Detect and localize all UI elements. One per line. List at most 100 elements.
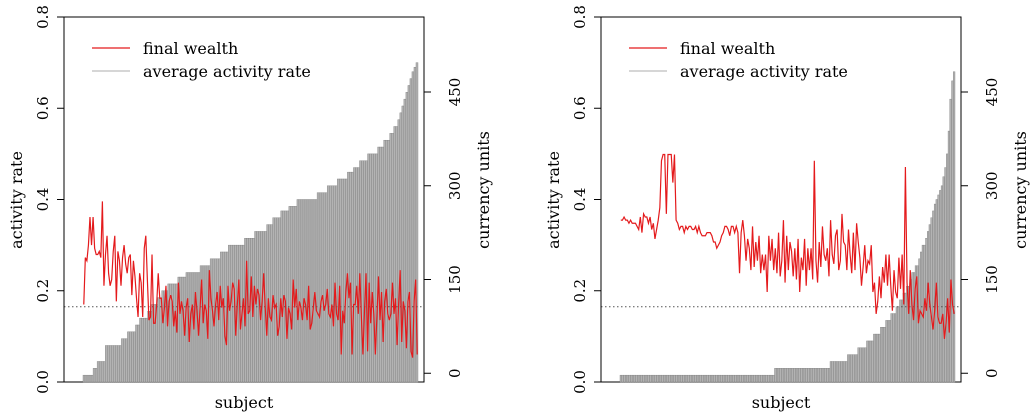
- bar: [322, 192, 326, 383]
- bar: [276, 217, 279, 383]
- bar: [743, 374, 746, 383]
- bar: [286, 210, 290, 383]
- bar: [864, 347, 867, 383]
- bar: [821, 368, 824, 383]
- legend-label-final-wealth: final wealth: [143, 39, 238, 58]
- bar: [737, 374, 740, 383]
- bar: [355, 167, 358, 383]
- bar: [389, 133, 392, 383]
- final-wealth-line: [83, 201, 418, 358]
- bar: [881, 327, 885, 383]
- bar: [845, 361, 848, 383]
- bar: [749, 374, 753, 383]
- bar: [377, 146, 380, 383]
- bar: [895, 306, 898, 383]
- bar: [930, 217, 933, 383]
- bar: [784, 368, 787, 383]
- right-tick-label: 150: [446, 265, 464, 294]
- bar: [694, 374, 697, 383]
- bar: [654, 374, 657, 383]
- bar: [649, 374, 652, 383]
- bar: [326, 185, 330, 383]
- bar: [625, 374, 628, 383]
- bar: [94, 368, 98, 383]
- bar: [793, 368, 796, 383]
- right-tick-label: 0: [446, 368, 464, 378]
- bar: [102, 361, 106, 383]
- bar: [751, 374, 754, 383]
- bar: [873, 333, 876, 383]
- bar: [318, 192, 322, 383]
- bar: [826, 368, 829, 383]
- bar: [104, 345, 108, 383]
- bar: [812, 368, 815, 383]
- bar: [133, 331, 136, 383]
- bar: [828, 368, 831, 383]
- bar: [149, 311, 152, 383]
- bar: [847, 354, 850, 383]
- bar: [626, 374, 629, 383]
- bar: [885, 320, 888, 383]
- bar: [274, 217, 277, 383]
- bar: [369, 153, 372, 383]
- bar: [82, 374, 86, 383]
- bar: [803, 368, 806, 383]
- bar: [859, 347, 862, 383]
- bar: [680, 374, 683, 383]
- bar: [678, 374, 681, 383]
- bar: [701, 374, 704, 383]
- bar: [897, 306, 900, 383]
- bar: [656, 374, 659, 383]
- bar: [788, 368, 791, 383]
- bar: [871, 340, 874, 383]
- bar: [288, 206, 292, 383]
- bar: [185, 272, 189, 383]
- left-tick-label: 0.6: [571, 96, 589, 120]
- bar: [942, 176, 945, 383]
- bar: [220, 251, 223, 383]
- final-wealth-line: [620, 153, 955, 339]
- bar: [809, 368, 812, 383]
- bar: [852, 354, 855, 383]
- left-tick-label: 0.4: [34, 188, 52, 212]
- bar: [833, 361, 836, 383]
- bar: [630, 374, 633, 383]
- left-tick-label: 0.2: [571, 279, 589, 303]
- bar: [302, 199, 306, 383]
- bar: [807, 368, 810, 383]
- bar: [677, 374, 680, 383]
- bar: [888, 320, 891, 383]
- right-tick-label: 150: [983, 265, 1001, 294]
- right-tick-label: 300: [983, 171, 1001, 200]
- bar: [331, 185, 334, 383]
- bar: [899, 299, 902, 383]
- right-y-axis-label: currency units: [1011, 131, 1030, 249]
- bar: [944, 167, 947, 383]
- chart-panel-right: 0.0 0.2 0.4 0.6 0.8 0 150 300 450 final wealth …: [544, 5, 1030, 412]
- bar: [857, 347, 860, 383]
- bar: [951, 80, 954, 383]
- bar: [855, 354, 858, 383]
- bar: [704, 374, 707, 383]
- bar: [953, 71, 956, 383]
- right-tick-label: 300: [446, 171, 464, 200]
- bar: [741, 374, 744, 383]
- bar: [819, 368, 822, 383]
- bar: [88, 374, 92, 383]
- right-y-axis: 0 150 300 450: [423, 78, 464, 378]
- bar: [111, 345, 114, 383]
- bar: [652, 374, 655, 383]
- bar: [927, 231, 930, 383]
- bar: [131, 331, 134, 383]
- bar: [696, 374, 699, 383]
- bar: [760, 374, 763, 383]
- bar: [772, 374, 775, 383]
- bar: [739, 374, 742, 383]
- bar: [900, 299, 904, 383]
- bar: [353, 167, 356, 383]
- bar: [708, 374, 711, 383]
- bar: [734, 374, 737, 383]
- bar: [850, 354, 853, 383]
- bar: [822, 368, 826, 383]
- bar: [848, 354, 852, 383]
